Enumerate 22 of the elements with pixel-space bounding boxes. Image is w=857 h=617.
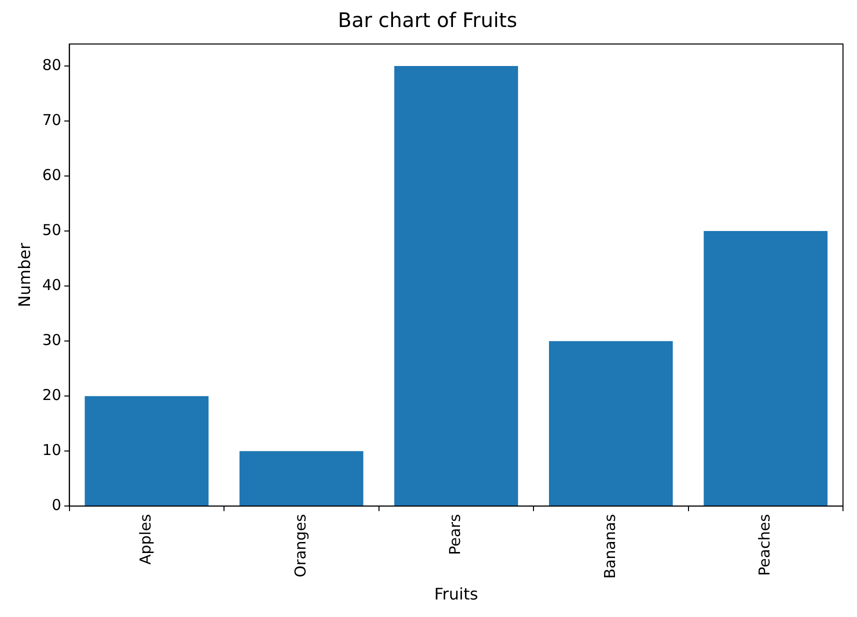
bar xyxy=(394,66,518,506)
x-tick-label: Bananas xyxy=(600,514,619,579)
bar xyxy=(704,231,828,506)
y-tick-label: 20 xyxy=(42,386,62,404)
y-tick-label: 80 xyxy=(42,56,62,74)
y-tick-label: 30 xyxy=(42,330,62,349)
x-tick-label: Apples xyxy=(136,514,155,565)
bar xyxy=(240,451,364,506)
x-tick-label: Peaches xyxy=(756,514,774,576)
x-axis-title: Fruits xyxy=(434,584,478,604)
y-tick-label: 50 xyxy=(42,220,62,239)
y-tick-label: 60 xyxy=(42,166,62,184)
y-axis-title: Number xyxy=(14,242,34,308)
bar xyxy=(548,341,673,506)
x-tick-label: Oranges xyxy=(291,514,310,578)
chart-title: Bar chart of Fruits xyxy=(338,8,518,32)
y-tick-label: 0 xyxy=(52,496,62,514)
x-tick-label: Pears xyxy=(446,514,464,556)
y-tick-label: 70 xyxy=(42,110,62,129)
y-tick-label: 40 xyxy=(42,276,62,294)
bar xyxy=(84,396,209,506)
y-tick-label: 10 xyxy=(42,440,62,459)
